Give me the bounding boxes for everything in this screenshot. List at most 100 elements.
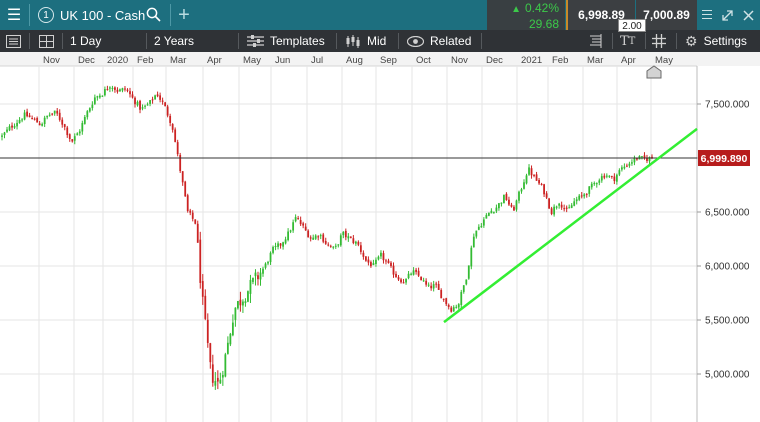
candle-body [334, 245, 337, 247]
hamburger-menu-icon[interactable]: ☰ [6, 7, 22, 24]
candle-body [78, 131, 81, 134]
candle-body [43, 117, 46, 124]
candle-body [377, 256, 380, 260]
candle-body [174, 129, 177, 142]
close-icon[interactable] [738, 0, 758, 30]
candle-body [259, 272, 262, 280]
candle-body [344, 230, 347, 238]
tab-number-badge: 1 [38, 7, 54, 23]
candle-body [585, 193, 588, 195]
candle-body [359, 245, 362, 252]
divider [146, 33, 147, 49]
candle-body [397, 277, 400, 280]
settings-button[interactable]: ⚙ Settings [685, 30, 747, 52]
candle-body [382, 253, 385, 261]
candle-body [8, 126, 11, 131]
related-button[interactable]: Related [407, 30, 471, 52]
time-axis-label: Dec [78, 55, 95, 66]
candle-body [13, 126, 16, 128]
candle-body [503, 194, 505, 204]
drawing-list-icon[interactable] [588, 30, 603, 52]
time-axis-label: Jun [275, 55, 290, 66]
candle-body [583, 194, 586, 197]
candle-body [364, 256, 367, 261]
interval-dropdown[interactable]: 1 Day [70, 34, 102, 48]
candle-body [139, 100, 141, 110]
candle-body [392, 265, 395, 275]
candle-body [302, 223, 305, 226]
time-axis-label: Feb [552, 55, 568, 66]
candle-body [480, 226, 483, 228]
candle-body [124, 88, 126, 90]
grid-lines-icon[interactable] [652, 30, 666, 52]
price-type-dropdown[interactable]: Mid [345, 30, 386, 52]
templates-button[interactable]: Templates [247, 30, 325, 52]
candle-body [430, 285, 433, 289]
candle-body [114, 87, 116, 90]
time-axis-label: Mar [587, 55, 603, 66]
candle-body [247, 291, 249, 302]
divider [481, 33, 482, 49]
candle-body [349, 236, 352, 238]
candle-body [216, 377, 219, 382]
candle-body [71, 139, 74, 142]
candle-body [56, 110, 59, 114]
chart-background [0, 52, 760, 422]
instrument-tab[interactable]: 1 UK 100 - Cash [30, 0, 169, 30]
price-change-box: ▲ 0.42% 29.68 [487, 0, 565, 31]
candle-body [317, 236, 320, 238]
candle-body [211, 364, 214, 383]
candle-body [395, 273, 397, 278]
range-dropdown[interactable]: 2 Years [154, 34, 195, 48]
time-axis-label: Oct [416, 55, 431, 66]
time-axis-label: Dec [486, 55, 503, 66]
search-icon[interactable] [146, 7, 161, 25]
layout-grid-icon[interactable] [39, 30, 54, 52]
price-chart[interactable]: Nov Dec 2020 Feb Mar Apr May Jun Jul Aug Sep Oct Nov… [0, 52, 760, 422]
add-tab-icon[interactable]: + [178, 3, 190, 26]
trendline[interactable] [443, 127, 698, 324]
chart-list-icon[interactable] [6, 30, 21, 52]
candle-body [156, 94, 159, 97]
candle-body [555, 206, 558, 208]
candle-body [533, 174, 535, 176]
candle-body [277, 243, 279, 247]
candle-body [284, 239, 287, 244]
candle-body [432, 284, 435, 289]
candle-body [500, 202, 503, 204]
candle-body [98, 95, 101, 98]
candle-body [513, 206, 515, 211]
expand-icon[interactable] [717, 0, 737, 30]
candle-body [357, 241, 360, 245]
candle-body [362, 252, 365, 257]
candle-body [179, 155, 182, 172]
candle-body [520, 189, 523, 192]
candle-body [181, 171, 184, 183]
candle-body [136, 101, 139, 106]
candle-body [237, 301, 239, 309]
candle-body [407, 273, 410, 279]
candle-body [73, 136, 76, 141]
buy-price-button[interactable]: 7,000.89 [636, 0, 697, 30]
candle-body [93, 97, 96, 104]
time-axis-label: 2020 [107, 55, 128, 66]
candle-body [189, 210, 192, 213]
candle-body [633, 157, 636, 163]
time-axis-label: Jul [311, 55, 323, 66]
candle-body [590, 183, 593, 188]
candle-body [548, 198, 551, 209]
candle-body [28, 115, 31, 118]
candle-body [322, 234, 325, 242]
candle-body [620, 167, 623, 170]
candle-body [412, 270, 415, 275]
drag-handle-icon[interactable] [699, 0, 715, 30]
time-axis-label: Apr [207, 55, 222, 66]
divider [29, 4, 30, 26]
candle-body [390, 262, 392, 267]
time-axis-label: Nov [43, 55, 60, 66]
candle-body [299, 220, 302, 225]
candle-body [31, 118, 34, 120]
candle-body [16, 122, 18, 127]
time-marker-icon[interactable] [646, 65, 662, 79]
